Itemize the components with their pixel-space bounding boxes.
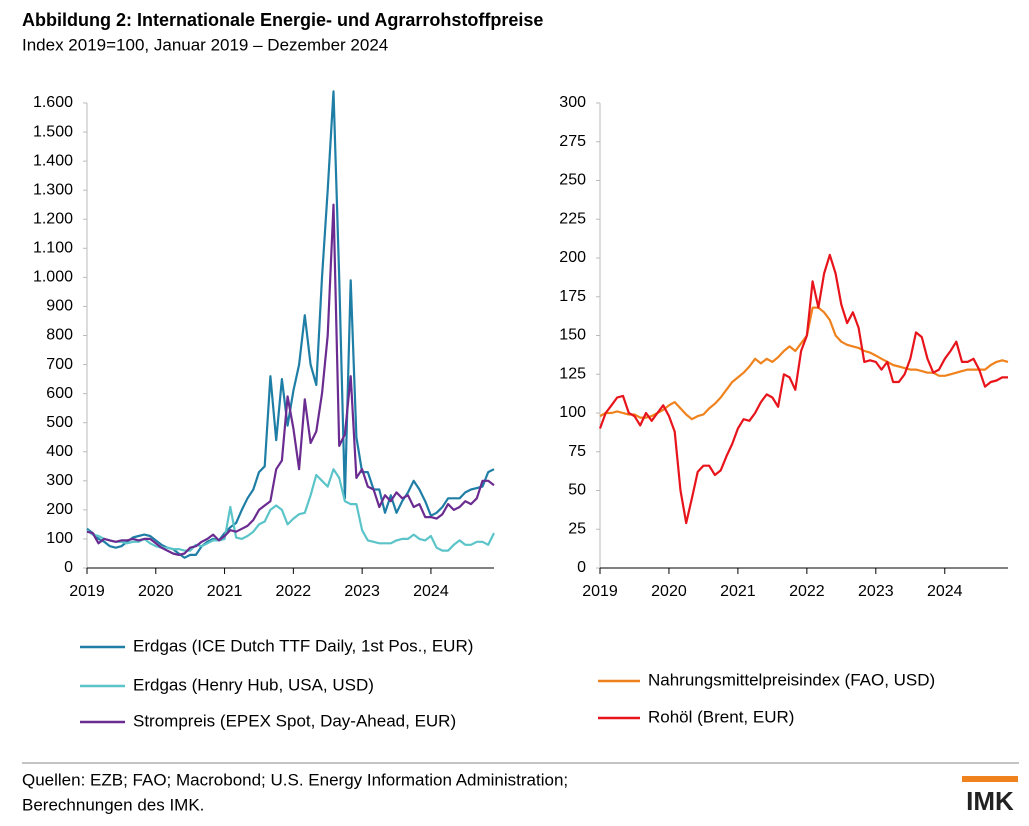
legend-label: Nahrungsmittelpreisindex (FAO, USD)	[648, 670, 935, 689]
x-tick-label: 2020	[138, 583, 174, 600]
x-tick-label: 2022	[789, 583, 825, 600]
figure-title: Abbildung 2: Internationale Energie- und…	[22, 10, 543, 30]
y-tick-label: 400	[46, 443, 73, 460]
source-line: Quellen: EZB; FAO; Macrobond; U.S. Energ…	[22, 770, 568, 789]
y-tick-label: 600	[46, 385, 73, 402]
data-line	[599, 306, 1009, 421]
x-tick-label: 2024	[413, 583, 449, 600]
source-line: Berechnungen des IMK.	[22, 795, 204, 814]
y-tick-label: 100	[559, 404, 586, 421]
data-line	[86, 203, 495, 556]
x-tick-label: 2024	[927, 583, 963, 600]
data-line	[598, 253, 1008, 525]
y-tick-label: 1.100	[33, 240, 73, 257]
y-tick-label: 300	[559, 94, 586, 111]
x-tick-label: 2021	[207, 583, 243, 600]
y-tick-label: 100	[46, 530, 73, 547]
y-tick-label: 275	[559, 133, 586, 150]
y-tick-label: 250	[559, 172, 586, 189]
x-tick-label: 2023	[858, 583, 894, 600]
figure-subtitle: Index 2019=100, Januar 2019 – Dezember 2…	[22, 35, 388, 54]
y-tick-label: 225	[559, 210, 586, 227]
x-tick-label: 2020	[651, 583, 687, 600]
y-tick-label: 75	[568, 443, 586, 460]
y-tick-label: 0	[577, 559, 586, 576]
data-line	[86, 468, 495, 552]
y-tick-label: 150	[559, 327, 586, 344]
x-tick-label: 2019	[582, 583, 618, 600]
y-tick-label: 1.300	[33, 181, 73, 198]
y-tick-label: 500	[46, 414, 73, 431]
legend-label: Rohöl (Brent, EUR)	[648, 707, 794, 726]
legend-label: Erdgas (ICE Dutch TTF Daily, 1st Pos., E…	[133, 636, 473, 655]
logo-bar	[962, 776, 1018, 782]
y-tick-label: 1.500	[33, 123, 73, 140]
y-tick-label: 300	[46, 472, 73, 489]
y-tick-label: 25	[568, 520, 586, 537]
logo: IMK	[966, 786, 1014, 816]
y-tick-label: 200	[46, 501, 73, 518]
y-tick-label: 0	[64, 559, 73, 576]
legend-label: Strompreis (EPEX Spot, Day-Ahead, EUR)	[133, 711, 456, 730]
y-tick-label: 700	[46, 356, 73, 373]
y-tick-label: 175	[559, 288, 586, 305]
data-line	[86, 90, 495, 559]
legend-label: Erdgas (Henry Hub, USA, USD)	[133, 675, 374, 694]
y-tick-label: 50	[568, 482, 586, 499]
y-tick-label: 1.400	[33, 152, 73, 169]
x-tick-label: 2022	[276, 583, 312, 600]
y-tick-label: 1.200	[33, 210, 73, 227]
y-tick-label: 200	[559, 249, 586, 266]
x-tick-label: 2023	[344, 583, 380, 600]
y-tick-label: 1.600	[33, 94, 73, 111]
y-tick-label: 900	[46, 298, 73, 315]
x-tick-label: 2021	[720, 583, 756, 600]
y-tick-label: 800	[46, 327, 73, 344]
y-tick-label: 125	[559, 365, 586, 382]
y-tick-label: 1.000	[33, 269, 73, 286]
x-tick-label: 2019	[69, 583, 105, 600]
